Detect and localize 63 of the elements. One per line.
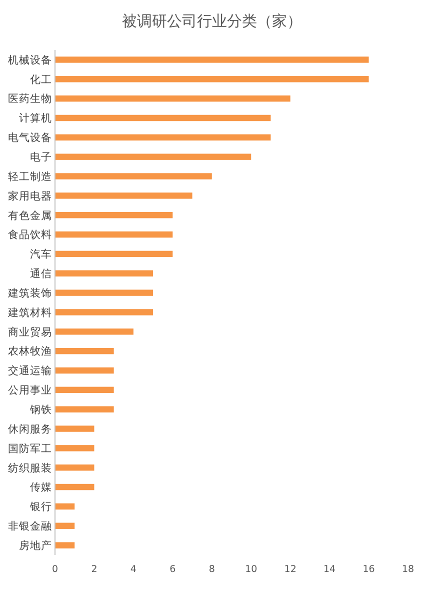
y-tick-label: 建筑装饰 [7, 286, 52, 300]
bar [55, 464, 94, 471]
x-tick-label: 16 [362, 564, 375, 575]
y-tick-label: 传媒 [30, 482, 52, 494]
bar [55, 503, 75, 510]
x-tick-label: 14 [324, 564, 336, 575]
bar [55, 212, 173, 218]
bar [55, 328, 134, 335]
bar [55, 173, 212, 180]
x-tick-label: 18 [402, 564, 414, 575]
bar [55, 386, 114, 394]
y-tick-label: 公用事业 [8, 384, 52, 397]
y-tick-label: 电气设备 [8, 131, 52, 144]
x-tick-label: 8 [208, 564, 215, 575]
x-tick-label: 12 [284, 564, 296, 575]
y-tick-label: 汽车 [30, 248, 52, 261]
bar [55, 114, 271, 122]
bar [55, 270, 154, 276]
y-tick-label: 休闲服务 [8, 423, 52, 436]
y-tick-label: 食品饮料 [8, 228, 52, 242]
bar [55, 134, 271, 141]
bar [55, 192, 192, 199]
y-tick-label: 计算机 [19, 112, 52, 125]
y-tick-label: 建筑材料 [7, 306, 52, 319]
y-tick-label: 有色金属 [8, 210, 52, 222]
y-tick-label: 银行 [29, 501, 52, 514]
y-tick-label: 医药生物 [8, 92, 52, 106]
bar [55, 231, 173, 238]
y-tick-label: 农林牧渔 [8, 344, 52, 358]
y-tick-label: 机械设备 [8, 53, 52, 66]
y-tick-label: 纺织服装 [8, 461, 52, 474]
y-tick-label: 房地产 [19, 538, 52, 552]
y-tick-label: 轻工制造 [8, 170, 52, 183]
bar [55, 56, 369, 63]
x-tick-label: 4 [130, 564, 136, 575]
y-tick-label: 交通运输 [8, 364, 52, 378]
bar [55, 542, 75, 548]
bar [55, 426, 94, 432]
bar [55, 406, 114, 412]
bar [55, 154, 252, 160]
y-tick-label: 非银金融 [8, 520, 52, 533]
bar [55, 522, 75, 529]
y-tick-label: 通信 [30, 267, 52, 280]
y-tick-label: 商业贸易 [8, 325, 52, 338]
chart-title: 被调研公司行业分类（家） [122, 12, 302, 30]
bar [55, 348, 114, 354]
y-tick-label: 国防军工 [8, 442, 52, 455]
y-tick-label: 钢铁 [29, 404, 52, 416]
bar [55, 309, 154, 316]
bar [55, 367, 114, 374]
x-tick-label: 6 [170, 564, 176, 575]
bar [55, 95, 290, 102]
y-tick-label: 电子 [30, 150, 52, 164]
bar [55, 76, 369, 82]
bar [55, 484, 94, 490]
bar [55, 250, 173, 258]
x-tick-label: 10 [245, 564, 258, 575]
bar [55, 290, 154, 296]
bar [55, 445, 94, 452]
x-tick-label: 0 [52, 564, 58, 575]
y-tick-label: 家用电器 [8, 189, 52, 202]
y-tick-label: 化工 [30, 74, 52, 86]
x-tick-label: 2 [91, 564, 98, 575]
